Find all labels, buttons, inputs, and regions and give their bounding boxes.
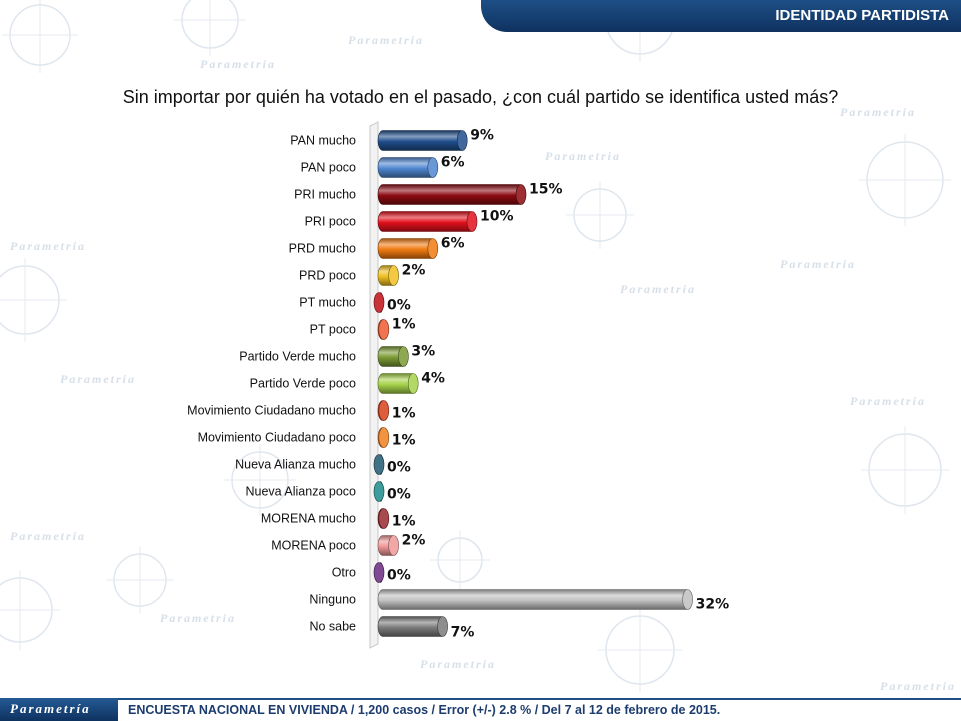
bar-cap [373, 562, 385, 583]
value-label: 9% [470, 128, 494, 144]
value-label: 1% [392, 433, 416, 449]
bar-cap [378, 427, 390, 448]
bar-cap [437, 616, 448, 637]
bar [377, 589, 692, 610]
value-label: 0% [387, 568, 411, 584]
watermark-text: Parametria [780, 257, 856, 271]
bar-cap [456, 130, 468, 151]
bar-cap [388, 535, 399, 556]
bar-cap [398, 346, 409, 367]
watermark-text: Parametria [840, 105, 916, 119]
bar-cap [378, 508, 390, 529]
watermark-text: Parametria [880, 679, 956, 693]
bar-cap [682, 589, 693, 610]
bar-cap [373, 481, 385, 502]
axis-wall [369, 121, 379, 649]
bar-cap [378, 400, 390, 421]
category-label: Partido Verde poco [250, 377, 356, 391]
bar [377, 130, 467, 151]
bar-cap [466, 211, 478, 232]
category-label: Movimiento Ciudadano mucho [187, 404, 356, 418]
watermark-text: Parametria [420, 657, 496, 671]
value-label: 0% [387, 298, 411, 314]
category-label: PAN mucho [290, 134, 356, 148]
category-label: PRD poco [299, 269, 356, 283]
watermark-text: Parametria [10, 239, 86, 253]
watermark-text: Parametria [160, 611, 236, 625]
logo-text: Parametría [10, 701, 91, 716]
bar-cap [515, 184, 527, 205]
category-label: Otro [332, 566, 356, 580]
bar-cap [378, 319, 390, 340]
survey-question: Sin importar por quién ha votado en el p… [122, 87, 839, 107]
category-label: PT poco [310, 323, 356, 337]
category-label: MORENA mucho [261, 512, 356, 526]
section-title: IDENTIDAD PARTIDISTA [775, 7, 949, 24]
category-label: Ninguno [309, 593, 356, 607]
survey-footnote: ENCUESTA NACIONAL EN VIVIENDA / 1,200 ca… [128, 703, 721, 717]
watermark-text: Parametria [10, 529, 86, 543]
bar-chart: PAN mucho 9% PAN poco 6% PRI mucho 15% PRI poc… [187, 121, 730, 649]
watermark-text: Parametria [200, 57, 276, 71]
category-label: MORENA poco [271, 539, 356, 553]
category-label: PRD mucho [289, 242, 356, 256]
category-label: PT mucho [299, 296, 356, 310]
value-label: 2% [402, 533, 426, 549]
value-label: 10% [480, 209, 514, 225]
bar-cap [427, 157, 439, 178]
value-label: 1% [392, 514, 416, 530]
bar-cap [388, 265, 399, 286]
bar [377, 616, 447, 637]
category-label: PAN poco [301, 161, 356, 175]
watermark-text: Parametria [545, 149, 621, 163]
value-label: 1% [392, 406, 416, 422]
footer-divider [118, 698, 961, 700]
header-band: IDENTIDAD PARTIDISTA [481, 0, 961, 32]
bar-cap [427, 238, 439, 259]
watermark-text: Parametria [850, 394, 926, 408]
value-label: 15% [529, 182, 563, 198]
bar-cap [373, 292, 385, 313]
value-label: 6% [441, 155, 465, 171]
value-label: 3% [411, 344, 435, 360]
category-label: Nueva Alianza mucho [235, 458, 356, 472]
watermark-text: Parametria [60, 372, 136, 386]
value-label: 0% [387, 487, 411, 503]
bar-cap [373, 454, 385, 475]
category-label: No sabe [309, 620, 356, 634]
bar [377, 211, 477, 232]
watermark-text: Parametria [620, 282, 696, 296]
category-label: PRI poco [305, 215, 356, 229]
value-label: 6% [441, 236, 465, 252]
parametria-logo: Parametría [0, 698, 118, 721]
category-label: PRI mucho [294, 188, 356, 202]
value-label: 0% [387, 460, 411, 476]
value-label: 4% [421, 371, 445, 387]
category-label: Movimiento Ciudadano poco [198, 431, 356, 445]
watermark-text: Parametria [348, 33, 424, 47]
value-label: 32% [696, 597, 730, 613]
category-label: Nueva Alianza poco [246, 485, 357, 499]
category-label: Partido Verde mucho [239, 350, 356, 364]
value-label: 7% [451, 625, 475, 641]
bar-cap [407, 373, 419, 394]
value-label: 2% [402, 263, 426, 279]
value-label: 1% [392, 317, 416, 333]
bar [377, 184, 526, 205]
